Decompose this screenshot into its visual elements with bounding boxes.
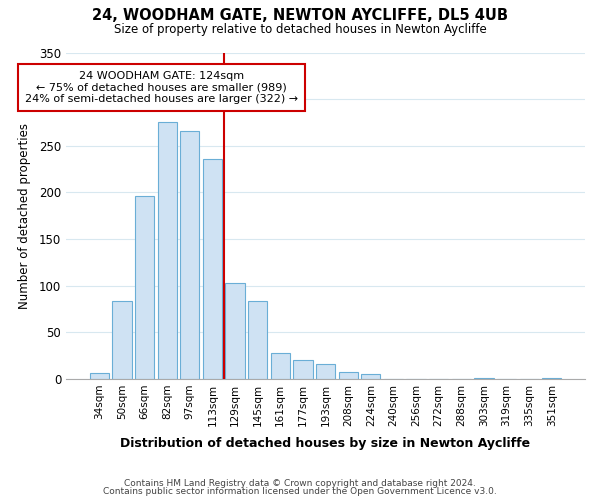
Bar — [316, 364, 335, 379]
Bar — [226, 283, 245, 379]
Bar — [271, 353, 290, 379]
Bar — [293, 360, 313, 379]
Bar — [180, 131, 199, 379]
Bar — [112, 300, 131, 379]
Text: Contains HM Land Registry data © Crown copyright and database right 2024.: Contains HM Land Registry data © Crown c… — [124, 478, 476, 488]
Text: Contains public sector information licensed under the Open Government Licence v3: Contains public sector information licen… — [103, 487, 497, 496]
Bar — [474, 378, 494, 379]
Bar — [248, 300, 267, 379]
Bar — [89, 374, 109, 379]
Bar — [542, 378, 562, 379]
Bar — [203, 159, 222, 379]
X-axis label: Distribution of detached houses by size in Newton Aycliffe: Distribution of detached houses by size … — [121, 437, 530, 450]
Bar — [361, 374, 380, 379]
Y-axis label: Number of detached properties: Number of detached properties — [17, 122, 31, 308]
Text: 24, WOODHAM GATE, NEWTON AYCLIFFE, DL5 4UB: 24, WOODHAM GATE, NEWTON AYCLIFFE, DL5 4… — [92, 8, 508, 22]
Text: Size of property relative to detached houses in Newton Aycliffe: Size of property relative to detached ho… — [113, 22, 487, 36]
Bar — [158, 122, 177, 379]
Bar — [338, 372, 358, 379]
Text: 24 WOODHAM GATE: 124sqm
← 75% of detached houses are smaller (989)
24% of semi-d: 24 WOODHAM GATE: 124sqm ← 75% of detache… — [25, 71, 298, 104]
Bar — [135, 196, 154, 379]
